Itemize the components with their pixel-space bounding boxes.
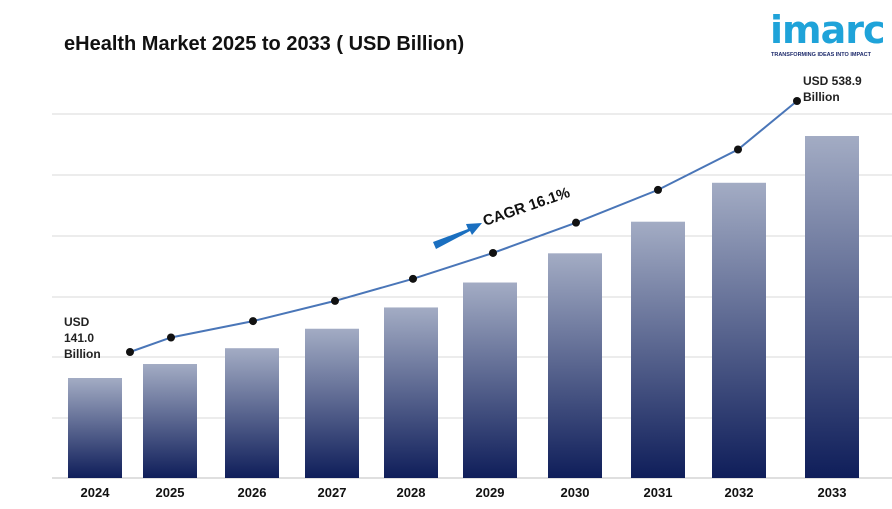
trend-line [126,97,801,356]
x-tick-label-2029: 2029 [476,485,505,500]
start-annotation-line-3: Billion [64,347,101,361]
bar-2026 [225,348,279,478]
cagr-label: CAGR 16.1% [481,184,572,230]
chart-title: eHealth Market 2025 to 2033 ( USD Billio… [64,33,465,55]
trend-point-2028 [409,274,417,283]
bar-2024 [68,378,122,478]
logo-tagline: TRANSFORMING IDEAS INTO IMPACT [771,52,872,58]
bar-2032 [712,182,766,478]
logo-brand: imarc [770,8,886,52]
bar-2030 [548,253,602,478]
bar-2031 [631,221,685,478]
x-tick-labels: 2024 2025 2026 2027 2028 2029 2030 2031 2032 2033 [81,485,847,500]
trend-point-2032 [734,145,742,154]
bar-2029 [463,282,517,478]
start-annotation-line-2: 141.0 [64,331,94,345]
x-tick-label-2024: 2024 [81,485,111,500]
bars [68,136,859,478]
trend-point-2025 [167,333,175,342]
end-annotation-line-2: Billion [803,90,840,104]
end-annotation-line-1: USD 538.9 [803,74,862,88]
cagr-arrow-icon [433,223,482,249]
imarc-logo: imarc TRANSFORMING IDEAS INTO IMPACT [770,8,886,60]
trend-point-2031 [654,185,662,194]
trend-polyline [129,100,798,353]
x-tick-label-2026: 2026 [238,485,267,500]
bar-2033 [805,136,859,478]
x-tick-label-2027: 2027 [318,485,347,500]
trend-point-2026 [249,317,257,326]
bar-2028 [384,307,438,478]
x-tick-label-2028: 2028 [397,485,426,500]
trend-point-2027 [331,296,339,305]
trend-point-2030 [572,218,580,227]
bar-2027 [305,328,359,478]
bar-2025 [143,364,197,478]
start-annotation-line-1: USD [64,315,90,329]
x-tick-label-2031: 2031 [644,485,673,500]
trend-point-2029 [489,248,497,257]
trend-point-2033 [793,97,801,105]
x-tick-label-2025: 2025 [156,485,185,500]
x-tick-label-2030: 2030 [561,485,590,500]
x-tick-label-2033: 2033 [818,485,847,500]
trend-point-2024 [126,348,134,356]
x-tick-label-2032: 2032 [725,485,754,500]
